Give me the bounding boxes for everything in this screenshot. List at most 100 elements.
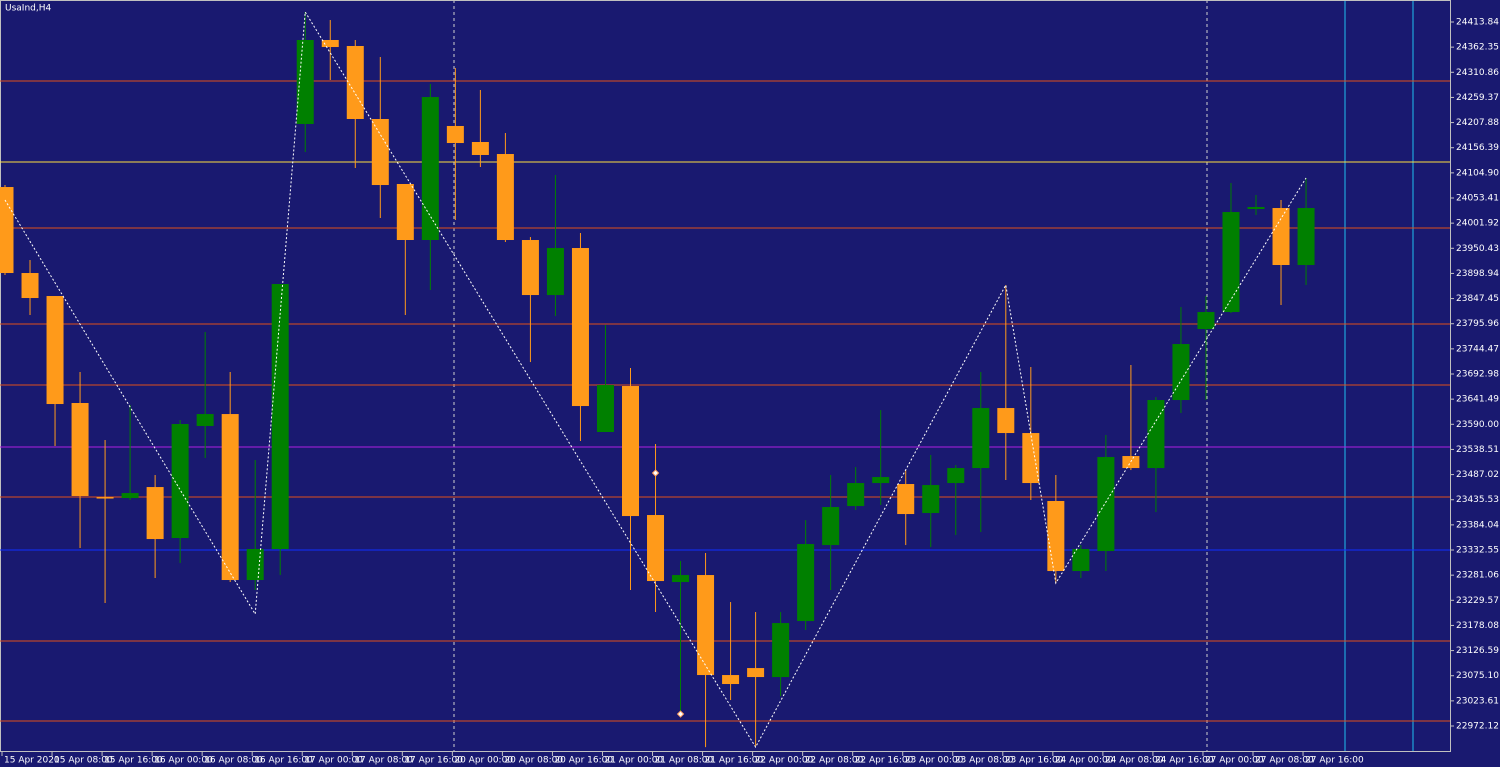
- candle-body: [1247, 206, 1265, 209]
- y-tick-label: 23898.94: [1456, 269, 1499, 279]
- candle-body: [1072, 549, 1090, 572]
- y-tick-label: 23023.61: [1456, 696, 1499, 706]
- x-tick-label: 24 Apr 08:00: [1105, 756, 1164, 766]
- candle-body: [196, 414, 214, 427]
- candle-body: [121, 493, 139, 499]
- y-tick-label: 23281.06: [1456, 571, 1499, 581]
- candle-body: [171, 424, 189, 539]
- x-tick-label: 16 Apr 00:00: [154, 756, 213, 766]
- candle-body: [246, 549, 264, 581]
- candle-body: [772, 623, 790, 678]
- y-tick-label: 24310.86: [1456, 68, 1499, 78]
- candle-body: [221, 414, 239, 581]
- signal-marker: [676, 710, 685, 718]
- y-tick-label: 23744.47: [1456, 344, 1499, 354]
- candle-body: [546, 248, 564, 296]
- candle-body: [71, 403, 89, 497]
- chart-title: UsaInd,H4: [5, 4, 51, 14]
- x-tick-label: 16 Apr 16:00: [254, 756, 313, 766]
- candle-body: [1272, 208, 1290, 266]
- x-tick-label: 21 Apr 16:00: [705, 756, 764, 766]
- y-tick-label: 23384.04: [1456, 520, 1499, 530]
- zigzag-line: [4, 10, 1307, 749]
- plot-area: [453, 0, 1414, 752]
- y-tick-label: 23229.57: [1456, 596, 1499, 606]
- y-tick-label: 24053.41: [1456, 194, 1499, 204]
- candle-body: [21, 273, 39, 299]
- candle-body: [571, 248, 589, 407]
- candle-body: [672, 575, 690, 583]
- y-tick-label: 23435.53: [1456, 495, 1499, 505]
- candle-body: [146, 487, 164, 540]
- candle-body: [496, 154, 514, 241]
- y-tick-label: 24413.84: [1456, 18, 1499, 28]
- y-tick-label: 24259.37: [1456, 93, 1499, 103]
- candle-body: [1047, 501, 1065, 572]
- candle-body: [1197, 312, 1215, 330]
- y-tick-label: 23487.02: [1456, 470, 1499, 480]
- candle-body: [872, 477, 890, 484]
- x-tick-label: 21 Apr 00:00: [604, 756, 663, 766]
- candle-body: [1022, 433, 1040, 484]
- x-tick-label: 17 Apr 16:00: [404, 756, 463, 766]
- candle-body: [0, 187, 14, 274]
- candle-body: [396, 183, 414, 241]
- y-tick-label: 23075.10: [1456, 671, 1499, 681]
- candle-body: [997, 408, 1015, 434]
- x-tick-label: 15 Apr 08:00: [54, 756, 113, 766]
- candle-body: [1172, 344, 1190, 401]
- candle-body: [897, 484, 915, 515]
- x-tick-label: 23 Apr 08:00: [955, 756, 1014, 766]
- y-tick-label: 24001.92: [1456, 219, 1499, 229]
- x-tick-label: 24 Apr 16:00: [1155, 756, 1214, 766]
- candle-body: [747, 668, 765, 678]
- y-tick-label: 23847.45: [1456, 294, 1499, 304]
- candle-body: [271, 284, 289, 550]
- candle-body: [697, 575, 715, 676]
- x-tick-label: 24 Apr 00:00: [1055, 756, 1114, 766]
- x-tick-label: 27 Apr 00:00: [1205, 756, 1264, 766]
- candle-body: [296, 39, 314, 124]
- y-tick-label: 23692.98: [1456, 370, 1499, 380]
- y-tick-label: 24207.88: [1456, 118, 1499, 128]
- candle-body: [1297, 208, 1315, 266]
- x-tick-label: 21 Apr 08:00: [655, 756, 714, 766]
- candle-body: [521, 240, 539, 296]
- candle-body: [972, 408, 990, 469]
- candle-body: [446, 125, 464, 144]
- x-tick-label: 23 Apr 16:00: [1005, 756, 1064, 766]
- y-tick-label: 23332.55: [1456, 546, 1499, 556]
- candle-body: [96, 497, 114, 499]
- y-tick-label: 23590.00: [1456, 420, 1499, 430]
- candle-body: [622, 386, 639, 517]
- signal-marker: [651, 469, 660, 477]
- candle-body: [722, 675, 740, 685]
- y-tick-label: 24156.39: [1456, 143, 1499, 153]
- y-tick-label: 23795.96: [1456, 319, 1499, 329]
- x-tick-label: 16 Apr 08:00: [204, 756, 263, 766]
- candle-body: [321, 39, 339, 48]
- candle-body: [596, 385, 614, 433]
- y-tick-label: 23641.49: [1456, 395, 1499, 405]
- x-tick-label: 17 Apr 00:00: [304, 756, 363, 766]
- y-tick-label: 23538.51: [1456, 445, 1499, 455]
- x-tick-label: 22 Apr 00:00: [755, 756, 814, 766]
- y-tick-label: 22972.12: [1456, 722, 1499, 732]
- x-tick-label: 20 Apr 00:00: [454, 756, 513, 766]
- y-tick-label: 23950.43: [1456, 244, 1499, 254]
- candle-body: [647, 515, 665, 582]
- candle-body: [471, 142, 489, 155]
- candle-body: [947, 468, 965, 484]
- x-tick-label: 22 Apr 08:00: [805, 756, 864, 766]
- candle-body: [847, 483, 865, 507]
- x-tick-label: 15 Apr 2020: [4, 756, 60, 766]
- candle-body: [1122, 456, 1140, 469]
- y-tick-label: 24104.90: [1456, 168, 1499, 178]
- candle-body: [46, 296, 64, 405]
- candle-body: [1097, 457, 1115, 552]
- candle-body: [1147, 400, 1165, 469]
- candle-body: [922, 485, 940, 514]
- y-tick-label: 23126.59: [1456, 646, 1499, 656]
